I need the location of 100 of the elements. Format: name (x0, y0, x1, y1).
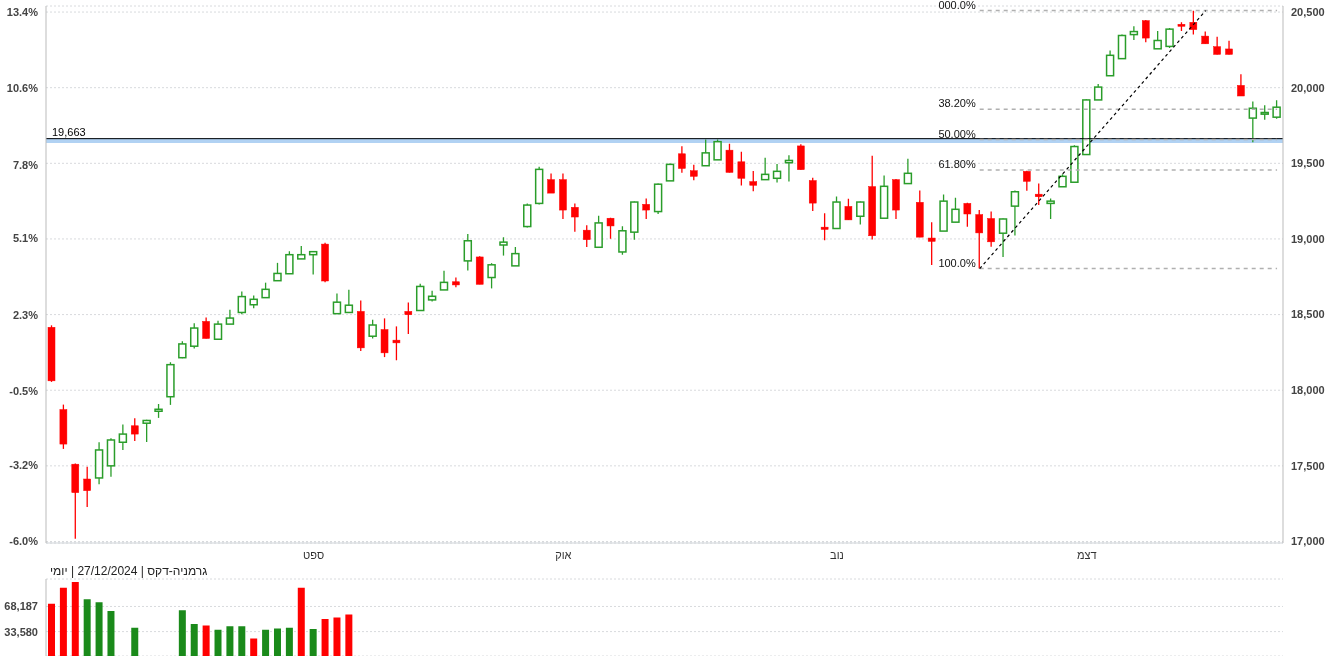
annotation: 000.0% (938, 0, 976, 11)
y2-tick-label: 10.6% (6, 82, 39, 95)
y2-tick-label: 5.1% (12, 232, 39, 245)
candlestick (332, 292, 342, 315)
candlestick (1034, 182, 1043, 206)
candlestick (499, 236, 508, 257)
bar (95, 602, 103, 656)
y-tick-label: 17,000 (1291, 535, 1325, 548)
candlestick (189, 322, 199, 350)
candlestick (963, 202, 972, 228)
annotation: 38.20% (938, 97, 976, 110)
candlestick (511, 246, 520, 267)
candlestick (1046, 197, 1055, 220)
bar (297, 587, 305, 656)
candlestick (820, 212, 829, 241)
bar (59, 587, 67, 656)
candlestick (571, 202, 579, 233)
bar (226, 626, 234, 656)
bar (333, 617, 341, 656)
candlestick (1117, 33, 1127, 60)
annotation: 61.80% (938, 157, 976, 170)
candlestick (202, 316, 210, 340)
y2-tick-label: -0.5% (9, 385, 39, 398)
candlestick (987, 210, 995, 248)
candlestick (998, 217, 1008, 258)
candlestick (213, 319, 223, 340)
bar (48, 603, 55, 656)
y2-tick-label: 7.8% (12, 158, 39, 171)
candlestick (975, 209, 983, 270)
candlestick (737, 151, 746, 187)
candlestick (463, 233, 473, 272)
bar (190, 624, 198, 656)
x-tick-label: אוק (555, 548, 572, 561)
x-tick-label: דצמ (1076, 548, 1097, 561)
candlestick (118, 423, 128, 451)
bar (83, 599, 91, 656)
y-tick-label: 33,580 (4, 625, 38, 638)
ref-line-label: 19,663 (52, 125, 86, 138)
candlestick (903, 158, 913, 185)
x-tick-label: ספט (303, 548, 325, 561)
candlestick (131, 417, 139, 442)
candlestick (701, 138, 710, 167)
candlestick (547, 172, 555, 194)
bar (345, 614, 353, 656)
y-tick-label: 20,000 (1291, 81, 1325, 94)
bar (273, 628, 281, 656)
candlestick (582, 224, 591, 248)
candlestick (678, 145, 686, 174)
bar (202, 625, 210, 656)
bar (285, 627, 293, 656)
bar (238, 626, 246, 656)
bar (107, 610, 115, 656)
bar (131, 627, 139, 656)
y-tick-label: 17,500 (1291, 459, 1325, 472)
bar (178, 610, 186, 656)
annotation: 50.00% (938, 127, 976, 140)
y2-tick-label: -6.0% (9, 535, 39, 548)
candlestick (713, 138, 722, 161)
candlestick (83, 466, 91, 508)
candlestick (1105, 49, 1115, 77)
x-tick-label: נוב (830, 548, 844, 561)
y-tick-label: 18,000 (1291, 384, 1325, 397)
y-tick-label: 20,500 (1291, 5, 1325, 18)
bar (321, 618, 329, 656)
candlestick (1237, 73, 1245, 97)
candlestick (392, 325, 401, 361)
y-tick-label: 18,500 (1291, 308, 1325, 321)
candlestick (439, 270, 449, 291)
text: גרמניה-דקס | 27/12/2024 | יומי (50, 564, 208, 578)
y-tick-label: 68,187 (4, 600, 38, 613)
candlestick (380, 317, 389, 358)
candlestick (618, 225, 627, 256)
candlestick (487, 262, 496, 290)
y2-tick-label: 13.4% (6, 5, 39, 18)
bar (250, 638, 258, 656)
y2-tick-label: 2.3% (12, 308, 39, 321)
candlestick (927, 221, 936, 266)
y-tick-label: 19,500 (1291, 157, 1325, 170)
candlestick (1010, 189, 1020, 237)
candlestick (772, 163, 782, 184)
bar (262, 629, 270, 656)
candlestick (642, 197, 650, 220)
bar (71, 581, 79, 656)
candlestick (844, 198, 853, 221)
candlestick (797, 143, 805, 171)
candlestick (725, 143, 734, 174)
bar (214, 629, 222, 656)
candlestick (1189, 10, 1198, 36)
candlestick (749, 170, 758, 192)
y2-tick-label: -3.2% (9, 458, 39, 471)
annotation: 100.0% (938, 256, 976, 269)
candlestick (344, 288, 354, 314)
candlestick (856, 200, 865, 226)
candlestick (808, 177, 817, 212)
candlestick (951, 197, 960, 223)
candlestick (368, 319, 377, 340)
candlestick (1142, 19, 1150, 43)
bar (309, 629, 317, 656)
candlestick (237, 290, 247, 315)
y-tick-label: 19,000 (1291, 232, 1325, 245)
